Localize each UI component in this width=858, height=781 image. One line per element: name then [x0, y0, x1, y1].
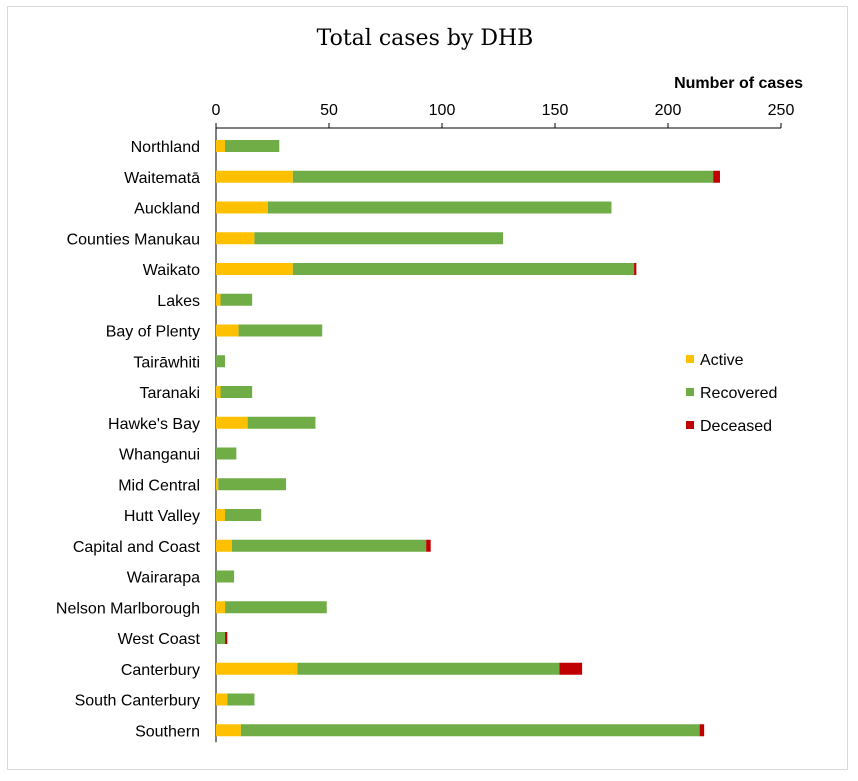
x-tick-label: 150 — [542, 102, 569, 119]
x-tick-label: 50 — [320, 102, 338, 119]
bar-active — [216, 693, 228, 706]
bar-recovered — [220, 386, 253, 398]
category-label: Wairarapa — [127, 570, 200, 587]
bar-recovered — [240, 724, 700, 737]
bar-active — [216, 539, 232, 552]
bar-deceased — [634, 263, 637, 275]
category-label: Canterbury — [121, 662, 200, 679]
category-label: Counties Manukau — [67, 231, 200, 248]
category-label: South Canterbury — [75, 693, 200, 710]
legend-swatch-active — [686, 355, 694, 363]
bar-recovered — [247, 416, 316, 429]
legend-label: Active — [700, 352, 744, 369]
bar-active — [216, 293, 221, 306]
chart-frame — [7, 6, 848, 770]
bar-recovered — [216, 355, 226, 368]
bar-recovered — [218, 478, 287, 491]
bar-deceased — [225, 632, 228, 644]
category-label: Waitematā — [124, 170, 200, 187]
category-label: Mid Central — [118, 477, 200, 494]
bar-active — [216, 416, 248, 429]
legend-swatch-deceased — [686, 421, 694, 429]
category-label: Whanganui — [119, 447, 200, 464]
category-label: West Coast — [118, 631, 201, 648]
bar-recovered — [220, 293, 253, 306]
bar-active — [216, 201, 268, 214]
bar-recovered — [297, 662, 560, 675]
legend-swatch-recovered — [686, 388, 694, 396]
category-label: Auckland — [134, 201, 200, 218]
bar-recovered — [216, 570, 235, 583]
bar-deceased — [713, 170, 720, 183]
category-label: Hawke's Bay — [108, 416, 200, 433]
bar-recovered — [227, 693, 255, 706]
category-label: Southern — [135, 723, 200, 740]
category-label: Bay of Plenty — [106, 324, 200, 341]
bar-active — [216, 662, 298, 675]
bar-recovered — [254, 232, 504, 245]
category-label: Nelson Marlborough — [56, 600, 200, 617]
category-label: Tairāwhiti — [133, 354, 200, 371]
bar-active — [216, 386, 221, 398]
bar-active — [216, 170, 293, 183]
bar-recovered — [216, 447, 237, 460]
x-tick-label: 250 — [768, 102, 795, 119]
bar-active — [216, 509, 226, 521]
bar-recovered — [216, 632, 226, 644]
bar-recovered — [225, 601, 327, 614]
category-label: Hutt Valley — [124, 508, 200, 525]
bar-deceased — [426, 539, 431, 552]
bar-deceased — [699, 724, 705, 737]
category-label: Taranaki — [140, 385, 200, 402]
legend: Active Recovered Deceased — [686, 352, 777, 435]
x-tick-label: 0 — [212, 102, 221, 119]
category-labels: Northland Waitematā Auckland Counties Manuk… — [56, 139, 201, 740]
bar-recovered — [225, 509, 262, 521]
bar-active — [216, 263, 293, 275]
legend-label: Deceased — [700, 418, 772, 435]
bar-active — [216, 232, 255, 245]
legend-label: Recovered — [700, 385, 777, 402]
bar-active — [216, 724, 241, 737]
category-label: Northland — [131, 139, 200, 156]
bar-recovered — [292, 170, 714, 183]
bars — [216, 140, 720, 737]
bar-recovered — [292, 263, 635, 275]
category-label: Lakes — [157, 293, 200, 310]
bar-active — [216, 324, 239, 337]
bar-recovered — [225, 140, 280, 152]
chart-title: Total cases by DHB — [317, 26, 534, 51]
bar-active — [216, 140, 226, 152]
category-label: Capital and Coast — [73, 539, 201, 556]
bar-recovered — [238, 324, 323, 337]
category-label: Waikato — [143, 262, 200, 279]
bar-active — [216, 478, 219, 491]
x-tick-label: 200 — [655, 102, 682, 119]
bar-recovered — [231, 539, 427, 552]
bar-recovered — [267, 201, 612, 214]
bar-active — [216, 601, 226, 614]
x-axis-title: Number of cases — [674, 75, 803, 92]
bar-deceased — [559, 662, 583, 675]
x-tick-label: 100 — [429, 102, 456, 119]
